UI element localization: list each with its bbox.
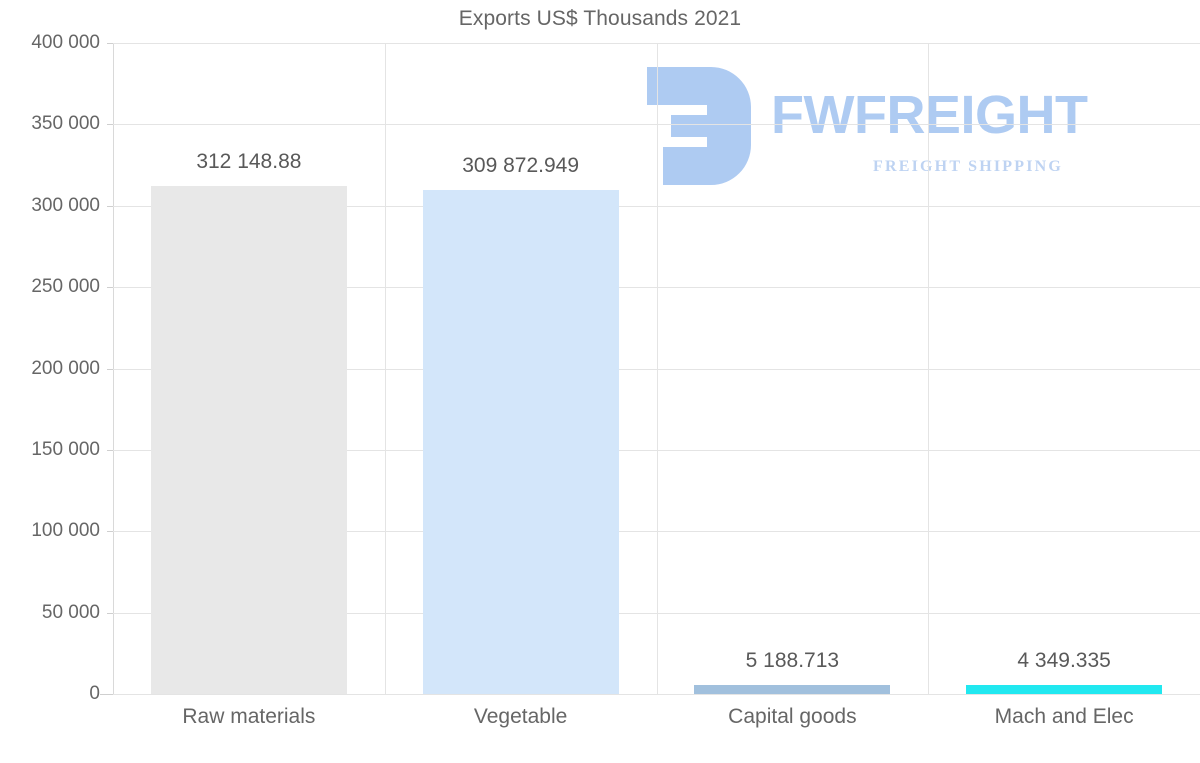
y-axis-tick-label: 250 000 — [31, 276, 100, 298]
y-axis-tick-label: 50 000 — [41, 601, 100, 623]
bar-3[interactable] — [694, 685, 890, 694]
gridline-vertical — [928, 43, 929, 694]
gridline-vertical — [657, 43, 658, 694]
y-axis-tick-label: 100 000 — [31, 520, 100, 542]
y-axis-tick-label: 0 — [89, 683, 100, 704]
y-axis-tick-mark — [107, 531, 113, 533]
y-axis-tick-mark — [107, 124, 113, 126]
gridline-horizontal — [113, 612, 1200, 614]
x-axis-category-label: Vegetable — [473, 705, 568, 728]
gridline-horizontal — [113, 531, 1200, 533]
y-axis-tick-mark — [107, 43, 113, 44]
y-axis-tick-label: 300 000 — [31, 194, 100, 216]
chart-title: Exports US$ Thousands 2021 — [458, 7, 742, 30]
bar-4[interactable] — [966, 685, 1162, 694]
y-axis-tick-mark — [107, 205, 113, 207]
y-axis-tick-mark — [107, 612, 113, 614]
y-axis-tick-mark — [107, 368, 113, 370]
bar-value-label: 312 148.88 — [196, 149, 302, 173]
y-axis-tick-mark — [107, 287, 113, 289]
x-axis-category-label: Mach and Elec — [994, 705, 1134, 728]
y-axis-tick-label: 200 000 — [31, 357, 100, 379]
bar-value-label: 4 349.335 — [1017, 649, 1111, 672]
bar-value-label: 309 872.949 — [462, 153, 580, 177]
gridline-horizontal — [113, 694, 1200, 695]
y-axis-tick-label: 400 000 — [31, 32, 100, 53]
bar-1[interactable] — [151, 185, 347, 694]
gridline-horizontal — [113, 205, 1200, 207]
bar-2[interactable] — [423, 189, 619, 694]
y-axis-tick-mark — [107, 694, 113, 695]
plot-area — [113, 43, 1200, 695]
gridline-vertical — [385, 43, 386, 694]
gridline-horizontal — [113, 368, 1200, 370]
gridline-horizontal — [113, 449, 1200, 451]
gridline-horizontal — [113, 287, 1200, 289]
y-axis-tick-mark — [107, 449, 113, 451]
bar-value-label: 5 188.713 — [745, 649, 840, 672]
x-axis-category-label: Capital goods — [728, 705, 857, 728]
gridline-horizontal — [113, 43, 1200, 44]
gridline-horizontal — [113, 124, 1200, 126]
x-axis-category-label: Raw materials — [182, 705, 316, 728]
y-axis-tick-label: 150 000 — [31, 438, 100, 460]
y-axis-tick-label: 350 000 — [31, 113, 100, 135]
